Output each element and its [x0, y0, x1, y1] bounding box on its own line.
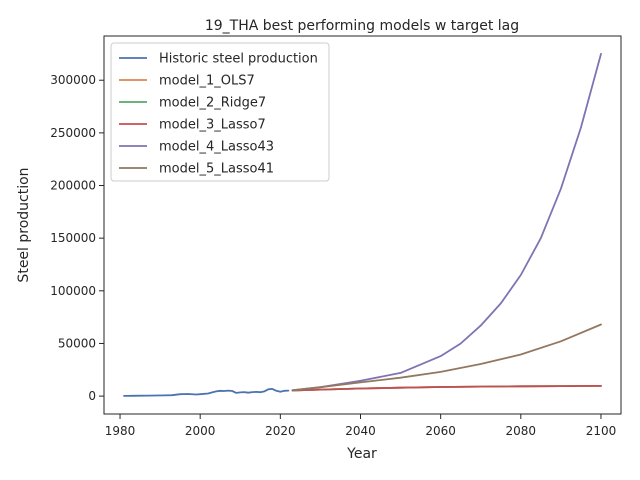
series-line-1 — [123, 387, 290, 397]
y-tick-label: 300000 — [50, 73, 96, 87]
series-line-5 — [291, 53, 602, 392]
x-tick-label: 2000 — [185, 424, 216, 438]
legend-label: model_2_Ridge7 — [159, 96, 266, 111]
y-tick-label: 250000 — [50, 126, 96, 140]
y-tick-label: 100000 — [50, 284, 96, 298]
x-tick-label: 1980 — [105, 424, 136, 438]
chart-title: 19_THA best performing models w target l… — [205, 18, 519, 34]
legend-label: model_1_OLS7 — [159, 74, 255, 89]
x-tick-label: 2020 — [265, 424, 296, 438]
x-axis: 1980 2000 2020 2040 2060 2080 2100 — [105, 414, 616, 438]
legend-label: Historic steel production — [159, 52, 318, 67]
legend-label: model_3_Lasso7 — [159, 118, 266, 133]
y-tick-label: 50000 — [58, 336, 96, 350]
legend-box — [110, 42, 330, 182]
y-axis: 0 50000 100000 150000 200000 250000 300000 — [50, 73, 104, 403]
series-layer — [123, 53, 602, 397]
x-tick-label: 2080 — [506, 424, 537, 438]
legend-label: model_4_Lasso43 — [159, 140, 274, 155]
y-tick-label: 0 — [88, 389, 96, 403]
y-tick-label: 200000 — [50, 179, 96, 193]
x-tick-label: 2100 — [586, 424, 617, 438]
x-tick-label: 2040 — [345, 424, 376, 438]
y-axis-label: Steel production — [16, 167, 32, 282]
x-tick-label: 2060 — [425, 424, 456, 438]
x-axis-label: Year — [346, 446, 377, 462]
legend: Historic steel production model_1_OLS7mod… — [110, 42, 330, 182]
legend-label: model_5_Lasso41 — [159, 162, 274, 177]
series-line-6 — [291, 323, 602, 392]
plot-frame — [103, 35, 622, 415]
y-tick-label: 150000 — [50, 231, 96, 245]
series-line-4 — [291, 384, 602, 392]
